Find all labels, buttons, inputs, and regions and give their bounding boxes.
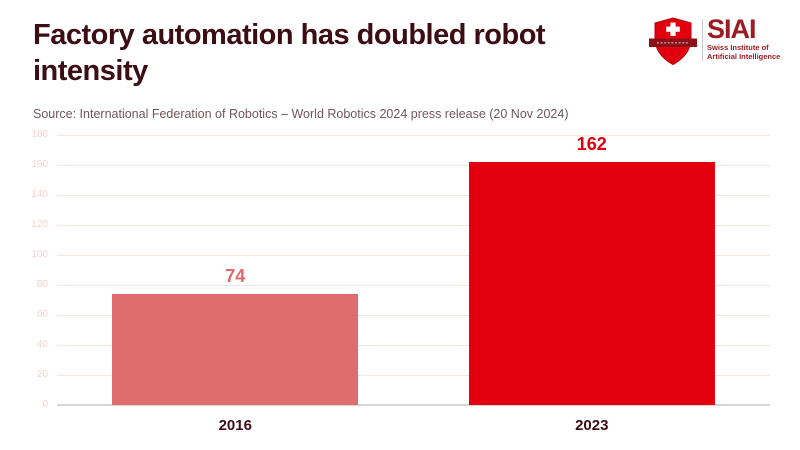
- gridline: [57, 165, 770, 166]
- siai-shield-icon: [649, 17, 697, 66]
- value-label-2023: 162: [576, 134, 607, 154]
- plot-area: 74 162: [57, 134, 770, 406]
- gridline: [57, 315, 770, 316]
- value-label-2016: 74: [225, 266, 246, 286]
- gridline: [57, 195, 770, 196]
- bar-2016: [112, 294, 359, 405]
- logo-wordmark: SIAI: [707, 14, 757, 44]
- gridline: [57, 135, 770, 136]
- logo-subtitle-line2: Artificial Intelligence: [707, 52, 781, 62]
- page-title: Factory automation has doubled robot int…: [33, 19, 546, 87]
- gridline: [57, 285, 770, 286]
- y-tick-label: 100: [31, 249, 48, 260]
- bar-2023: [468, 162, 715, 405]
- source-caption: Source: International Federation of Robo…: [33, 107, 569, 121]
- bar-chart: 0 20 40 60 80 100 120 140 160 180 74 162 2016 2023: [0, 125, 800, 450]
- logo-subtitle-line1: Swiss Institute of: [707, 43, 769, 52]
- gridline: [57, 255, 770, 256]
- logo-divider: [702, 19, 703, 61]
- x-axis-line: [57, 404, 770, 406]
- gridline: [57, 345, 770, 346]
- y-tick-label: 60: [36, 309, 48, 320]
- x-tick-label-2023: 2023: [575, 417, 609, 434]
- y-tick-label: 180: [31, 129, 48, 140]
- y-tick-label: 20: [36, 369, 48, 380]
- y-tick-label: 160: [31, 159, 48, 170]
- siai-logo: SIAI Swiss Institute of Artificial Intel…: [648, 16, 780, 66]
- y-tick-label: 140: [31, 189, 48, 200]
- y-tick-label: 80: [36, 279, 48, 290]
- gridline: [57, 375, 770, 376]
- y-tick-label: 120: [31, 219, 48, 230]
- y-tick-label: 40: [36, 339, 48, 350]
- logo-text: SIAI Swiss Institute of Artificial Intel…: [707, 16, 780, 62]
- y-axis: 0 20 40 60 80 100 120 140 160 180: [0, 130, 48, 410]
- gridline: [57, 225, 770, 226]
- y-tick-label: 0: [42, 399, 48, 410]
- x-tick-label-2016: 2016: [218, 417, 252, 434]
